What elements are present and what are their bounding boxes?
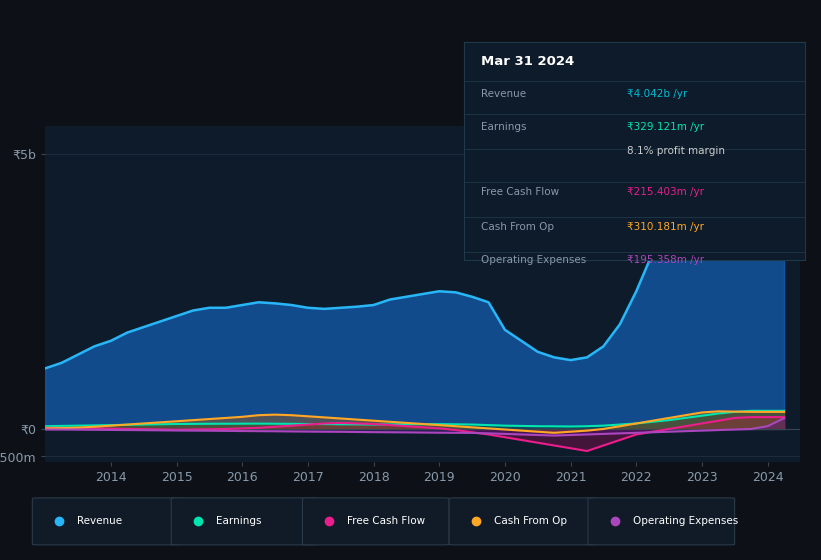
Text: Operating Expenses: Operating Expenses xyxy=(633,516,738,526)
Text: Revenue: Revenue xyxy=(481,89,526,99)
Text: ₹195.358m /yr: ₹195.358m /yr xyxy=(627,255,704,265)
Text: ₹215.403m /yr: ₹215.403m /yr xyxy=(627,187,704,197)
FancyBboxPatch shape xyxy=(588,498,735,545)
FancyBboxPatch shape xyxy=(172,498,318,545)
Text: 8.1% profit margin: 8.1% profit margin xyxy=(627,146,726,156)
Text: Earnings: Earnings xyxy=(481,122,526,132)
FancyBboxPatch shape xyxy=(32,498,179,545)
FancyBboxPatch shape xyxy=(449,498,596,545)
Text: Free Cash Flow: Free Cash Flow xyxy=(347,516,425,526)
Text: Cash From Op: Cash From Op xyxy=(494,516,566,526)
Text: Mar 31 2024: Mar 31 2024 xyxy=(481,55,574,68)
Text: Free Cash Flow: Free Cash Flow xyxy=(481,187,559,197)
Text: ₹4.042b /yr: ₹4.042b /yr xyxy=(627,89,688,99)
Text: ₹310.181m /yr: ₹310.181m /yr xyxy=(627,222,704,232)
Text: ₹329.121m /yr: ₹329.121m /yr xyxy=(627,122,704,132)
Text: Cash From Op: Cash From Op xyxy=(481,222,554,232)
Text: Earnings: Earnings xyxy=(216,516,262,526)
FancyBboxPatch shape xyxy=(302,498,449,545)
Text: Operating Expenses: Operating Expenses xyxy=(481,255,586,265)
Text: Revenue: Revenue xyxy=(77,516,122,526)
